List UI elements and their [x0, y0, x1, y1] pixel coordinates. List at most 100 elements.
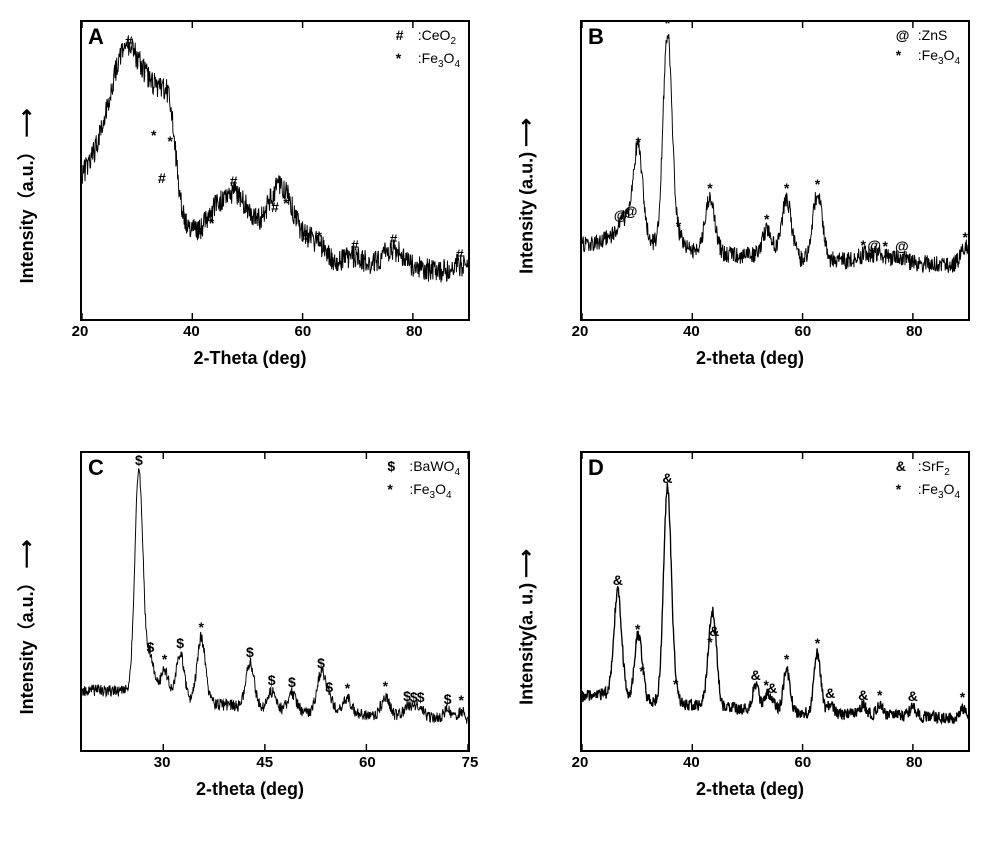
panel-b: @@********@*@*B@: ZnS*: Fe3O4Intensity (…: [520, 10, 980, 381]
peak-marker: *: [167, 133, 172, 149]
peak-marker: *: [815, 176, 820, 192]
panel-c: $$*$*$$$$$**$$$$*C$: BaWO4*: Fe3O4Intens…: [20, 441, 480, 812]
arrow-up-icon: ⟶: [16, 108, 38, 137]
peak-marker: &: [662, 470, 672, 486]
peak-marker: $: [135, 452, 143, 468]
peak-marker: *: [883, 238, 888, 254]
x-tick-label: 80: [906, 323, 923, 340]
peak-marker: $: [325, 679, 333, 695]
legend-entry: &: SrF2: [896, 457, 960, 480]
panel-grid: #*#***##*#*###A#: CeO2*: Fe3O4Intensity（…: [0, 0, 1000, 842]
peak-marker: *: [198, 619, 203, 635]
x-tick-label: 60: [359, 754, 376, 771]
legend-entry: #: CeO2: [396, 26, 460, 49]
arrow-up-icon: ⟶: [516, 118, 538, 147]
peak-marker: $: [246, 644, 254, 660]
panel-letter: B: [588, 24, 604, 50]
peak-marker: &: [858, 687, 868, 703]
legend-entry: *: Fe3O4: [387, 480, 460, 503]
panel-a: #*#***##*#*###A#: CeO2*: Fe3O4Intensity（…: [20, 10, 480, 381]
peak-marker: *: [209, 215, 214, 231]
peak-marker: *: [877, 687, 882, 703]
panel-letter: A: [88, 24, 104, 50]
peak-marker: &: [825, 685, 835, 701]
peak-marker: *: [345, 680, 350, 696]
peak-marker: *: [458, 692, 463, 708]
x-tick-label: 80: [406, 323, 423, 340]
peak-marker: *: [636, 134, 641, 150]
x-axis-label: 2-theta (deg): [20, 779, 480, 800]
peak-marker: $: [176, 635, 184, 651]
legend: @: ZnS*: Fe3O4: [896, 26, 960, 68]
legend: $: BaWO4*: Fe3O4: [387, 457, 460, 503]
x-axis-label: 2-theta (deg): [520, 779, 980, 800]
peak-marker: #: [390, 231, 398, 247]
x-tick-label: 30: [154, 754, 171, 771]
peak-marker: $: [268, 672, 276, 688]
peak-marker: $: [288, 674, 296, 690]
peak-marker: *: [316, 228, 321, 244]
peak-marker: *: [151, 127, 156, 143]
peak-marker: $: [417, 689, 425, 705]
x-tick-label: 60: [795, 323, 812, 340]
peak-marker: #: [271, 199, 279, 215]
peak-marker: *: [162, 651, 167, 667]
x-tick-label: 20: [72, 323, 89, 340]
peak-marker: &: [709, 623, 719, 639]
peak-marker: #: [351, 237, 359, 253]
peak-marker: #: [456, 246, 464, 262]
x-ticks: 20406080: [580, 754, 970, 774]
panel-letter: C: [88, 455, 104, 481]
panel-letter: D: [588, 455, 604, 481]
peak-marker: $: [444, 691, 452, 707]
x-ticks: 20406080: [580, 323, 970, 343]
arrow-up-icon: ⟶: [516, 549, 538, 578]
x-tick-label: 20: [572, 323, 589, 340]
panel-d: &**&**&&*&**&&*&*D&: SrF2*: Fe3O4Intensi…: [520, 441, 980, 812]
peak-marker: @: [624, 203, 638, 219]
peak-marker: *: [383, 678, 388, 694]
x-axis-label: 2-theta (deg): [520, 348, 980, 369]
legend-entry: $: BaWO4: [387, 457, 460, 480]
legend-entry: *: Fe3O4: [396, 49, 460, 72]
peak-marker: *: [784, 651, 789, 667]
peak-marker: &: [908, 688, 918, 704]
x-tick-label: 75: [462, 754, 479, 771]
peak-marker: #: [125, 33, 133, 49]
x-tick-label: 80: [906, 754, 923, 771]
peak-marker: *: [960, 689, 965, 705]
x-axis-label: 2-Theta (deg): [20, 348, 480, 369]
peak-marker: &: [751, 667, 761, 683]
legend-entry: *: Fe3O4: [896, 46, 960, 69]
peak-marker: #: [230, 173, 238, 189]
peak-marker: $: [317, 655, 325, 671]
peak-marker: @: [895, 238, 909, 254]
x-tick-label: 60: [295, 323, 312, 340]
peak-marker: *: [181, 209, 186, 225]
x-tick-label: 20: [572, 754, 589, 771]
legend: #: CeO2*: Fe3O4: [396, 26, 460, 72]
x-ticks: 30456075: [80, 754, 470, 774]
x-tick-label: 40: [683, 754, 700, 771]
peak-marker: *: [639, 663, 644, 679]
peak-marker: #: [158, 170, 166, 186]
peak-marker: *: [963, 229, 968, 245]
x-ticks: 20406080: [80, 323, 470, 343]
peak-marker: *: [860, 237, 865, 253]
peak-marker: &: [613, 572, 623, 588]
peak-marker: *: [283, 195, 288, 211]
x-tick-label: 40: [183, 323, 200, 340]
peak-marker: #: [301, 229, 309, 245]
legend-entry: *: Fe3O4: [896, 480, 960, 503]
peak-marker: *: [764, 211, 769, 227]
peak-marker: *: [676, 218, 681, 234]
x-tick-label: 45: [256, 754, 273, 771]
peak-marker: @: [867, 237, 881, 253]
peak-marker: &: [767, 680, 777, 696]
x-tick-label: 60: [795, 754, 812, 771]
x-tick-label: 40: [683, 323, 700, 340]
peak-marker: *: [784, 180, 789, 196]
peak-marker: *: [707, 180, 712, 196]
peak-marker: *: [665, 20, 670, 31]
legend-entry: @: ZnS: [896, 26, 960, 46]
